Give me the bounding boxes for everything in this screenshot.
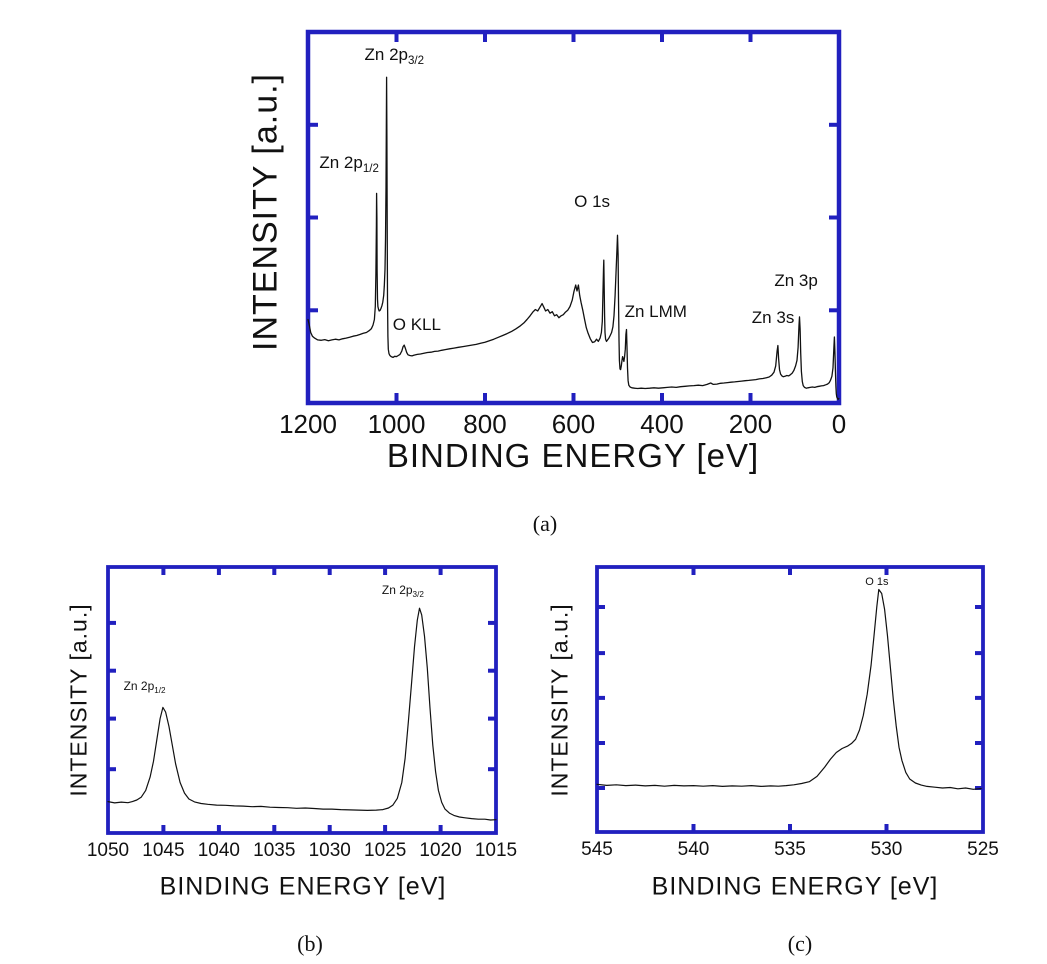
peak-label-zn-2p3-2: Zn 2p3/2	[364, 44, 425, 68]
x-tick-label-a-400: 400	[640, 409, 684, 439]
peak-label-o-kll: O KLL	[392, 315, 441, 335]
peak-label-zn-2p3-2: Zn 2p3/2	[381, 582, 424, 600]
peak-label-o-1s: O 1s	[574, 191, 611, 211]
spectrum-plot-a	[305, 29, 842, 406]
spectrum-plot-b	[106, 565, 498, 835]
x-tick-label-b-1050: 1050	[86, 840, 130, 861]
x-axis-label-survey: BINDING ENERGY [eV]	[386, 437, 760, 474]
x-tick-label-c-525: 525	[967, 839, 999, 860]
spectrum-plot-c	[595, 565, 985, 834]
peak-label-zn-2p1-2: Zn 2p1/2	[123, 678, 166, 695]
peak-label-zn-2p1-2: Zn 2p1/2	[319, 152, 379, 175]
x-tick-label-c-535: 535	[774, 839, 806, 860]
x-tick-label-c-545: 545	[581, 839, 613, 860]
peak-label-zn-lmm: Zn LMM	[624, 302, 687, 322]
x-axis-label-zn2p: BINDING ENERGY [eV]	[159, 872, 447, 901]
caption-a: (a)	[532, 511, 558, 536]
x-tick-label-a-1000: 1000	[367, 409, 426, 439]
x-tick-label-c-540: 540	[677, 839, 710, 860]
caption-b: (b)	[297, 931, 323, 956]
x-tick-label-a-1200: 1200	[279, 409, 337, 439]
x-tick-label-c-530: 530	[870, 839, 903, 860]
x-tick-label-a-600: 600	[551, 409, 596, 439]
x-tick-label-a-200: 200	[728, 409, 773, 439]
caption-c: (c)	[787, 931, 813, 956]
x-tick-label-b-1025: 1025	[364, 840, 407, 861]
x-tick-label-b-1030: 1030	[308, 840, 351, 861]
x-tick-label-b-1020: 1020	[419, 840, 462, 861]
peak-label-zn-3p: Zn 3p	[774, 270, 818, 290]
y-axis-label-o1s: INTENSITY [a.u.]	[546, 603, 573, 797]
x-tick-label-b-1040: 1040	[197, 840, 240, 861]
survey-spectrum-chart: 1200 1000 800 600 400 200 0 Zn 2p3/2 Zn 2p1/2 O K…	[279, 29, 846, 439]
x-tick-label-b-1045: 1045	[142, 840, 185, 861]
x-tick-label-b-1035: 1035	[253, 840, 296, 861]
zn2p-spectrum-chart: 1050 1045 1040 1035 1030 1025 1020 1015 Zn 2p1/2…	[87, 565, 517, 861]
peak-label-zn-3s: Zn 3s	[751, 308, 795, 328]
o1s-spectrum-chart: 545 540 535 530 525 O 1s	[581, 565, 999, 860]
peak-label-o-1s: O 1s	[865, 575, 889, 588]
y-axis-label-survey: INTENSITY [a.u.]	[246, 72, 285, 352]
x-tick-label-a-800: 800	[463, 409, 507, 439]
y-axis-label-zn2p: INTENSITY [a.u.]	[65, 603, 92, 797]
x-tick-label-a-0: 0	[831, 409, 847, 439]
x-axis-label-o1s: BINDING ENERGY [eV]	[651, 872, 939, 901]
x-tick-label-b-1015: 1015	[474, 840, 518, 861]
